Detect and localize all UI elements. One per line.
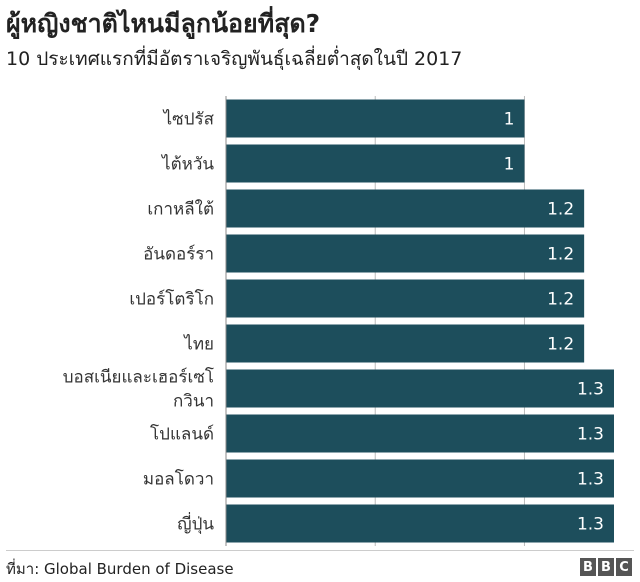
bar: [226, 504, 614, 543]
category-label: โปแลนด์: [150, 424, 214, 445]
footer-divider: [6, 550, 634, 551]
bar: [226, 144, 525, 183]
category-label: ไซปรัส: [162, 109, 215, 130]
bbc-logo-letter: C: [616, 558, 632, 576]
data-label: 1.2: [547, 335, 574, 355]
data-label: 1.2: [547, 200, 574, 220]
data-label: 1: [504, 155, 515, 175]
data-label: 1.2: [547, 290, 574, 310]
data-label: 1.3: [577, 515, 604, 535]
data-label: 1.3: [577, 425, 604, 445]
chart-title: ผู้หญิงชาติไหนมีลูกน้อยที่สุด?: [6, 9, 321, 38]
bar: [226, 324, 585, 363]
bar: [226, 369, 614, 408]
category-label: ญี่ปุ่น: [177, 512, 214, 535]
category-label: อันดอร์รา: [143, 245, 214, 265]
bbc-logo-letter: B: [598, 558, 614, 576]
bar: [226, 459, 614, 498]
bar: [226, 414, 614, 453]
data-label: 1.3: [577, 380, 604, 400]
data-label: 1: [504, 110, 515, 130]
category-label: มอลโดวา: [143, 469, 214, 490]
bbc-logo: B B C: [580, 558, 632, 576]
bar: [226, 234, 585, 273]
category-label: บอสเนียและเฮอร์เซโกวินา: [63, 367, 214, 412]
chart-subtitle: 10 ประเทศแรกที่มีอัตราเจริญพันธุ์เฉลี่ยต…: [6, 48, 463, 70]
source-note: ที่มา: Global Burden of Disease: [6, 560, 234, 578]
bar: [226, 189, 585, 228]
bar-chart: 1 ไซปรัส 1 ไต้หวัน 1.2 เกาหลีใต้ 1.2 อันดอร์รา 1…: [63, 96, 614, 546]
bar: [226, 99, 525, 138]
bar: [226, 279, 585, 318]
data-label: 1.2: [547, 245, 574, 265]
data-label: 1.3: [577, 470, 604, 490]
category-label: เกาหลีใต้: [147, 199, 214, 220]
bbc-logo-letter: B: [580, 558, 596, 576]
category-label: ไต้หวัน: [160, 154, 214, 175]
category-label: ไทย: [182, 334, 214, 355]
category-label: เปอร์โตริโก: [129, 289, 214, 310]
